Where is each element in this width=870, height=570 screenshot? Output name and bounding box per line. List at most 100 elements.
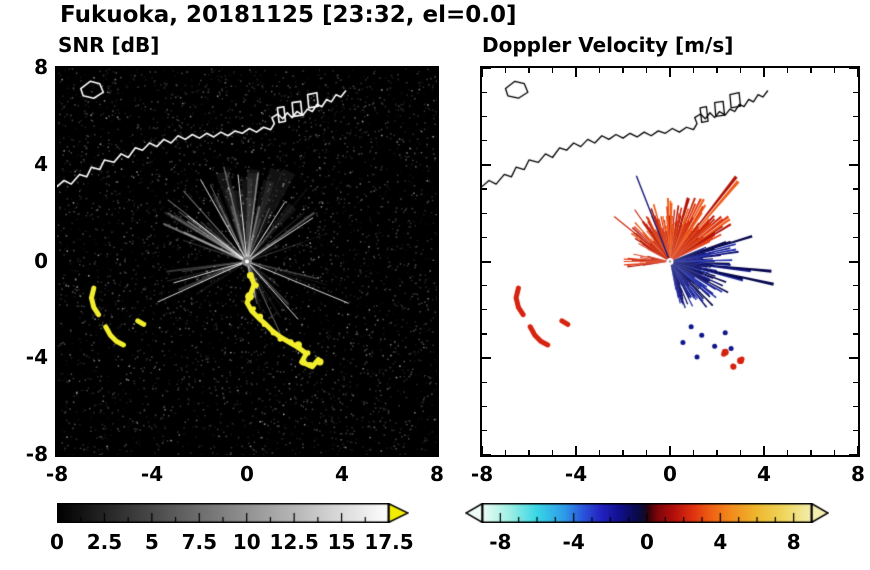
axis-tick [428, 67, 437, 69]
colorbar-tick-label: -4 [562, 530, 585, 554]
axis-tick [482, 139, 487, 142]
axis-tick [57, 67, 66, 69]
axis-tick [598, 450, 601, 455]
doppler-velocity-plot-canvas [482, 68, 858, 455]
axis-tick [436, 68, 438, 77]
axis-tick [645, 68, 648, 73]
axis-tick [849, 163, 858, 166]
axis-tick [57, 285, 62, 287]
axis-tick [57, 406, 62, 408]
axis-tick [481, 446, 483, 455]
x-tick-label: -4 [140, 462, 164, 486]
axis-tick [645, 450, 648, 455]
axis-tick [716, 450, 718, 455]
axis-tick [57, 309, 62, 311]
axis-tick [504, 450, 507, 455]
axis-tick [857, 68, 859, 77]
axis-tick [528, 68, 530, 73]
axis-tick [57, 91, 62, 93]
colorbar-tick-label: 7.5 [181, 530, 217, 554]
x-tick-label: -4 [564, 462, 588, 486]
axis-tick [853, 139, 858, 142]
axis-tick [810, 68, 812, 73]
x-tick-label: 4 [335, 462, 349, 486]
x-tick-label: -8 [45, 462, 69, 486]
axis-tick [853, 236, 858, 238]
colorbar-tick-label: 2.5 [86, 530, 123, 554]
axis-tick [432, 309, 437, 311]
velocity-colorbar [465, 503, 829, 523]
axis-tick [436, 446, 438, 455]
doppler-velocity-plot [480, 66, 860, 457]
axis-tick [57, 454, 66, 456]
axis-tick [849, 260, 858, 263]
axis-tick [57, 163, 66, 166]
colorbar-tick-label: -8 [489, 530, 512, 554]
axis-tick [270, 450, 272, 455]
axis-tick [198, 450, 201, 455]
snr-plot [55, 66, 439, 457]
y-tick-label: 8 [34, 54, 48, 79]
axis-tick [432, 139, 437, 142]
axis-tick [57, 188, 62, 190]
axis-tick [853, 406, 858, 408]
axis-tick [622, 450, 624, 455]
axis-tick [57, 381, 62, 384]
colorbar-tick-label: 10 [232, 530, 261, 554]
axis-tick [428, 454, 437, 456]
axis-tick [80, 450, 82, 455]
axis-tick [57, 333, 62, 335]
axis-tick [432, 188, 437, 190]
axis-tick [482, 67, 491, 69]
axis-tick [175, 68, 177, 73]
axis-tick [810, 450, 812, 455]
axis-tick [365, 450, 367, 455]
axis-tick [857, 446, 859, 455]
axis-tick [222, 68, 224, 73]
axis-tick [849, 357, 858, 360]
axis-tick [482, 333, 487, 335]
axis-tick [853, 309, 858, 311]
colorbar-tick-label: 0 [50, 530, 64, 554]
colorbar-tick-label: 12.5 [269, 530, 319, 554]
axis-tick [482, 430, 487, 432]
axis-tick [575, 68, 577, 77]
axis-tick [432, 406, 437, 408]
axis-tick [270, 68, 272, 73]
x-tick-label: 8 [851, 462, 865, 486]
axis-tick [692, 68, 695, 73]
axis-tick [432, 236, 437, 238]
y-tick-label: -4 [25, 345, 48, 370]
snr-colorbar [57, 503, 409, 523]
axis-tick [853, 188, 858, 190]
axis-tick [482, 285, 487, 287]
y-tick-label: 4 [34, 151, 48, 176]
axis-tick [786, 450, 789, 455]
axis-tick [598, 68, 601, 73]
y-tick-label: -8 [25, 441, 48, 466]
axis-tick [103, 68, 106, 73]
axis-tick [57, 357, 66, 360]
axis-tick [739, 450, 742, 455]
colorbar-tick-label: 8 [786, 530, 801, 554]
axis-tick [412, 450, 414, 455]
axis-tick [786, 68, 789, 73]
vel-panel-title: Doppler Velocity [m/s] [482, 33, 734, 57]
axis-tick [528, 450, 530, 455]
axis-tick [551, 450, 554, 455]
axis-tick [669, 68, 671, 77]
axis-tick [56, 68, 58, 77]
axis-tick [482, 357, 491, 360]
axis-tick [222, 450, 224, 455]
axis-tick [246, 68, 248, 77]
axis-tick [482, 115, 487, 117]
axis-tick [716, 68, 718, 73]
axis-tick [432, 381, 437, 384]
colorbar-tick-label: 17.5 [364, 530, 414, 554]
axis-tick [57, 115, 62, 117]
axis-tick [763, 68, 765, 77]
y-tick-label: 0 [34, 248, 48, 273]
axis-tick [432, 91, 437, 93]
axis-tick [482, 188, 487, 190]
axis-tick [428, 163, 437, 166]
